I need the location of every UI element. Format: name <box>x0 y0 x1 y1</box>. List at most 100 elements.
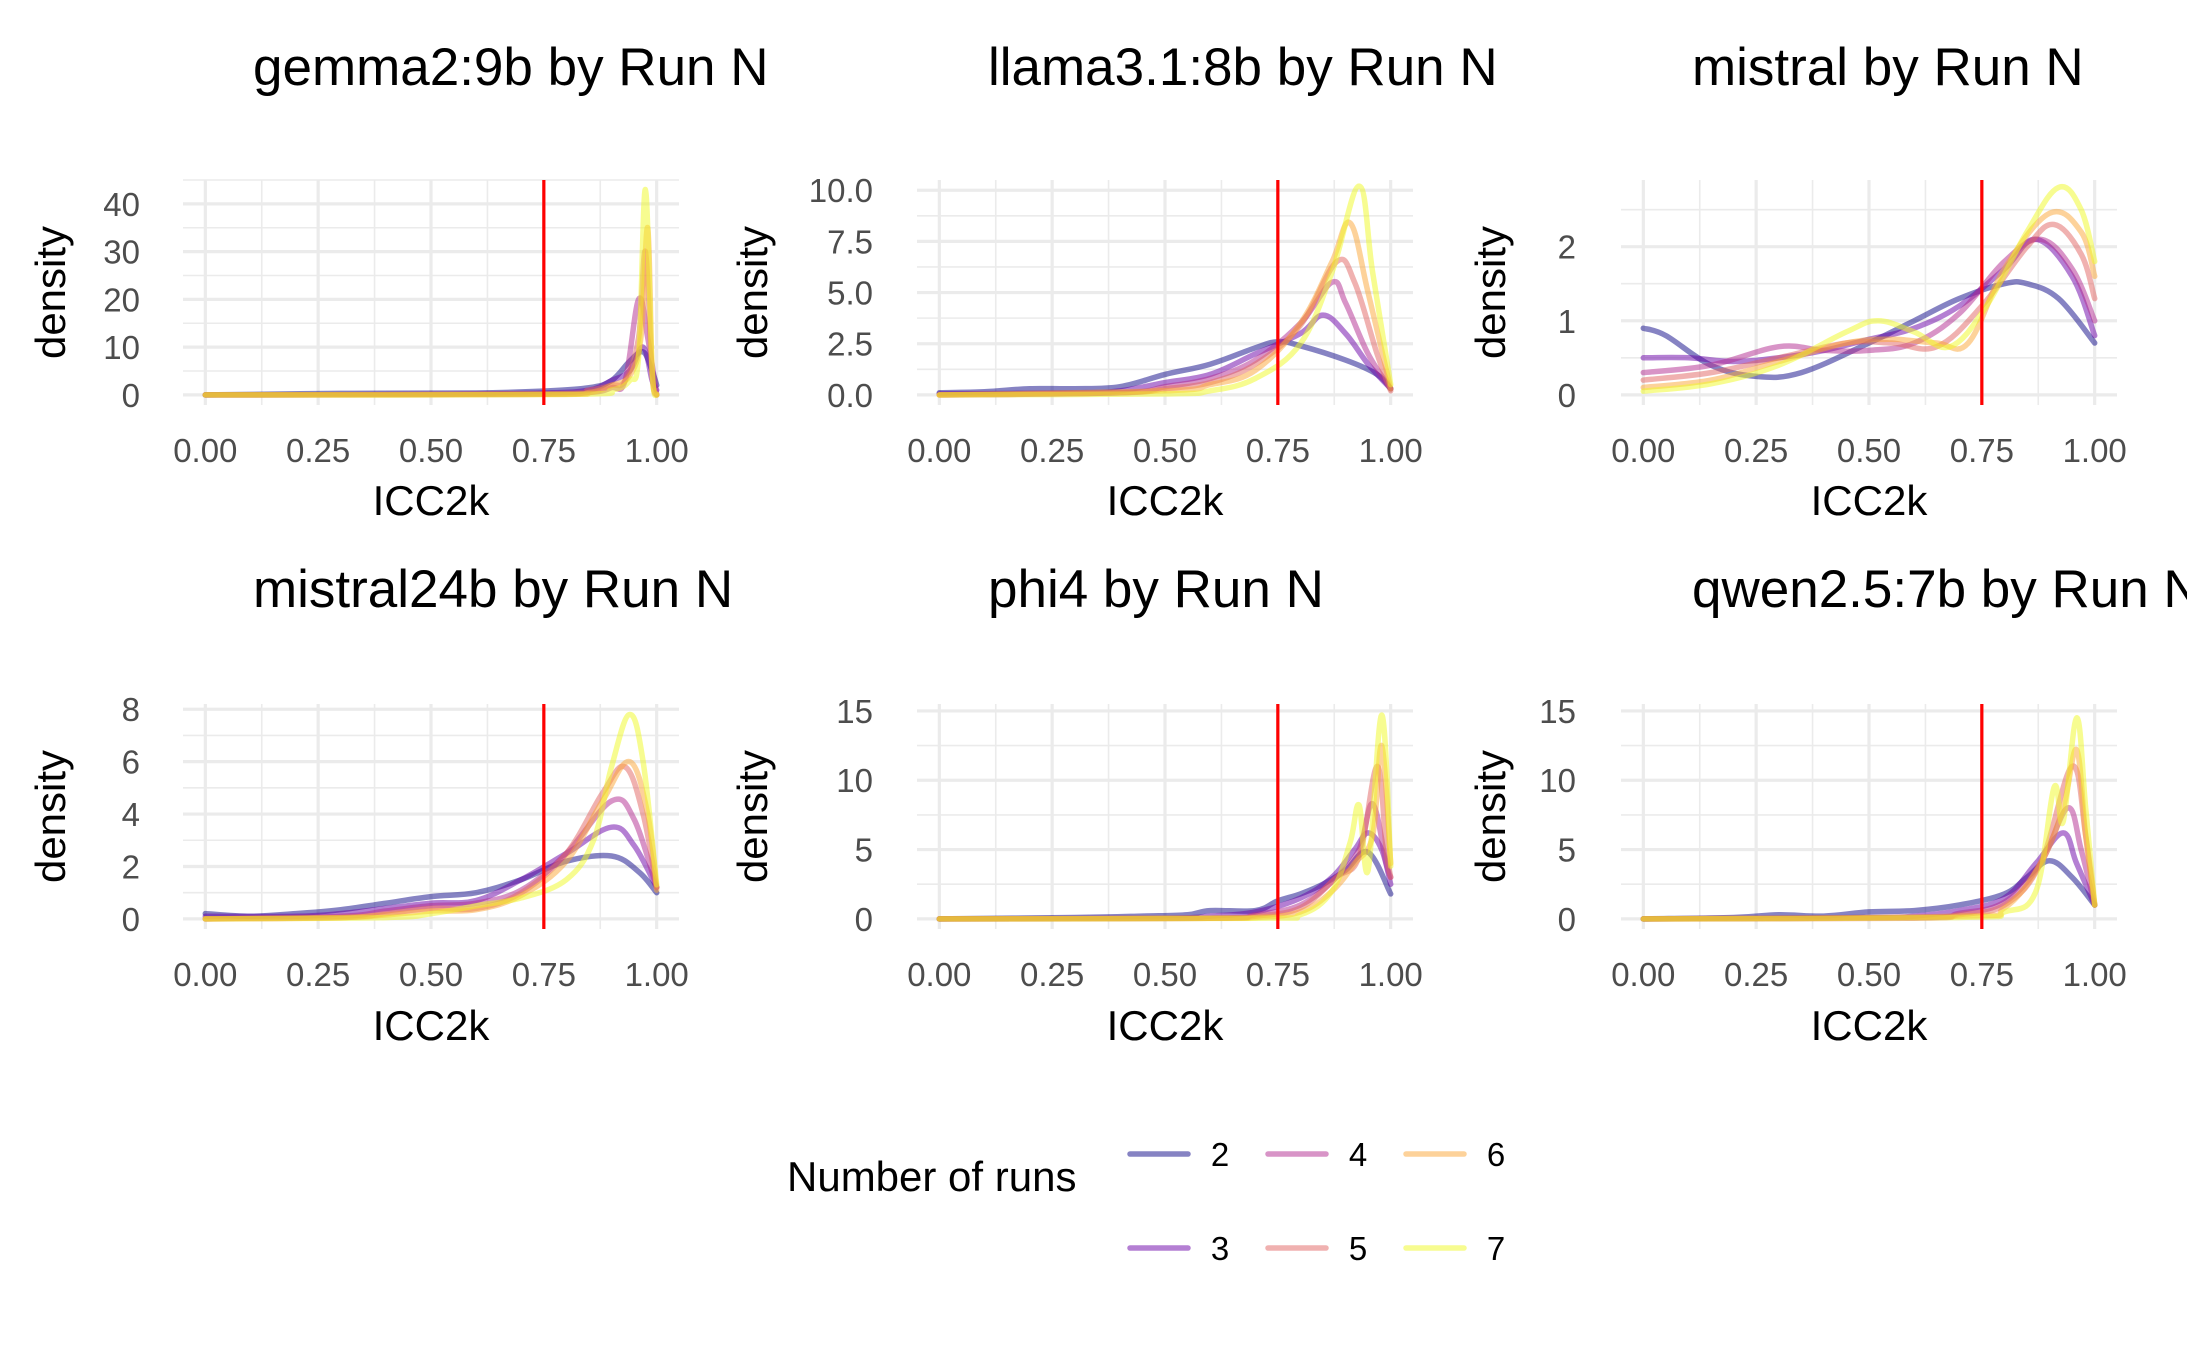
x-tick-label: 1.00 <box>1359 956 1423 993</box>
legend-keys: 2 3 4 5 6 7 <box>1127 1136 1505 1267</box>
panel-title: phi4 by Run N <box>988 560 1324 619</box>
legend-item-5: 5 <box>1265 1230 1367 1267</box>
x-tick-label: 0.75 <box>512 432 576 469</box>
x-axis-title: ICC2k <box>373 1002 491 1049</box>
x-tick-label: 0.00 <box>1611 956 1675 993</box>
y-axis-title: density <box>1467 226 1514 359</box>
legend-key-label: 7 <box>1487 1230 1505 1267</box>
panel-6: qwen2.5:7b by Run N 0.00 0.25 0.50 0.75 1.00 0… <box>1467 560 2187 1049</box>
y-tick-label: 5.0 <box>827 275 873 312</box>
series-line-7 <box>1640 183 2098 394</box>
legend-key-label: 3 <box>1211 1230 1229 1267</box>
x-tick-label: 0.75 <box>1246 432 1310 469</box>
legend-key-label: 4 <box>1349 1136 1367 1173</box>
legend-key-label: 6 <box>1487 1136 1505 1173</box>
y-tick-label: 5 <box>855 832 873 869</box>
y-tick-label: 10 <box>1539 762 1576 799</box>
density-series <box>936 183 1394 398</box>
panel-grid <box>1621 704 2117 929</box>
y-tick-label: 0 <box>122 377 140 414</box>
legend-title: Number of runs <box>787 1153 1076 1200</box>
x-axis-title: ICC2k <box>1811 1002 1929 1049</box>
x-tick-label: 0.50 <box>1133 432 1197 469</box>
series-line-7 <box>936 183 1394 398</box>
x-tick-label: 0.50 <box>1837 432 1901 469</box>
x-tick-label: 0.25 <box>1724 432 1788 469</box>
x-tick-label: 1.00 <box>625 432 689 469</box>
x-tick-label: 0.75 <box>1246 956 1310 993</box>
y-tick-label: 7.5 <box>827 223 873 260</box>
legend-key-label: 2 <box>1211 1136 1229 1173</box>
series-line-7 <box>1640 715 2098 922</box>
x-tick-label: 1.00 <box>625 956 689 993</box>
panel-title: qwen2.5:7b by Run N <box>1692 560 2187 619</box>
x-tick-label: 1.00 <box>1359 432 1423 469</box>
x-tick-label: 0.75 <box>512 956 576 993</box>
y-tick-label: 0 <box>122 901 140 938</box>
panel-3: mistral by Run N 0.00 0.25 0.50 0.75 1.00 0 1 2 I… <box>1467 38 2127 524</box>
x-tick-label: 0.25 <box>286 432 350 469</box>
y-tick-label: 10.0 <box>809 172 873 209</box>
series-line-2 <box>936 338 1394 396</box>
y-tick-label: 5 <box>1558 832 1576 869</box>
series-line-7 <box>202 711 660 922</box>
panel-grid <box>183 179 679 405</box>
panel-4: mistral24b by Run N 0.00 0.25 0.50 0.75 1.00 0… <box>27 560 733 1049</box>
panel-title: mistral by Run N <box>1692 38 2084 97</box>
x-tick-label: 0.50 <box>1133 956 1197 993</box>
panel-title: llama3.1:8b by Run N <box>988 38 1498 97</box>
y-tick-label: 2 <box>1558 229 1576 266</box>
x-tick-label: 0.50 <box>1837 956 1901 993</box>
x-tick-label: 0.00 <box>173 956 237 993</box>
x-tick-label: 0.75 <box>1950 956 2014 993</box>
legend: Number of runs 2 3 4 5 6 7 <box>787 1136 1505 1267</box>
x-tick-label: 1.00 <box>2063 432 2127 469</box>
y-tick-label: 30 <box>103 234 140 271</box>
panels: gemma2:9b by Run N0.00 0.25 0.50 0.75 1.0001… <box>27 38 2187 1049</box>
x-tick-label: 0.50 <box>399 432 463 469</box>
x-tick-label: 0.25 <box>1020 432 1084 469</box>
y-tick-label: 0.0 <box>827 377 873 414</box>
density-series <box>1640 183 2098 394</box>
y-tick-label: 0 <box>1558 377 1576 414</box>
panel-grid <box>1621 180 2117 405</box>
y-tick-label: 10 <box>836 762 873 799</box>
legend-item-2: 2 <box>1127 1136 1229 1173</box>
legend-item-4: 4 <box>1265 1136 1367 1173</box>
x-tick-label: 0.50 <box>399 956 463 993</box>
y-tick-label: 0 <box>1558 901 1576 938</box>
x-tick-label: 0.25 <box>1020 956 1084 993</box>
y-tick-label: 6 <box>122 744 140 781</box>
x-tick-label: 0.00 <box>907 432 971 469</box>
y-axis-title: density <box>27 750 74 883</box>
panel-grid <box>917 704 1413 929</box>
series-line-7 <box>936 712 1394 922</box>
y-axis-title: density <box>729 750 776 883</box>
legend-item-7: 7 <box>1403 1230 1505 1267</box>
legend-item-6: 6 <box>1403 1136 1505 1173</box>
y-tick-label: 15 <box>1539 693 1576 730</box>
x-tick-label: 0.25 <box>286 956 350 993</box>
panel-title: mistral24b by Run N <box>253 560 733 619</box>
x-axis-title: ICC2k <box>1811 477 1929 524</box>
x-tick-label: 0.25 <box>1724 956 1788 993</box>
x-axis-title: ICC2k <box>1107 477 1225 524</box>
x-tick-label: 0.75 <box>1950 432 2014 469</box>
panel-1: gemma2:9b by Run N 0.00 0.25 0.50 0.75 1.00 0 1… <box>27 38 769 524</box>
series-line-6 <box>936 219 1394 398</box>
y-tick-label: 2.5 <box>827 326 873 363</box>
y-axis-title: density <box>27 226 74 359</box>
legend-item-3: 3 <box>1127 1230 1229 1267</box>
y-tick-label: 2 <box>122 848 140 885</box>
y-tick-label: 20 <box>103 281 140 318</box>
density-series <box>202 186 660 398</box>
x-axis-title: ICC2k <box>373 477 491 524</box>
y-tick-label: 8 <box>122 691 140 728</box>
panel-title: gemma2:9b by Run N <box>253 38 769 97</box>
legend-key-label: 5 <box>1349 1230 1367 1267</box>
x-axis-title: ICC2k <box>1107 1002 1225 1049</box>
panel-2: llama3.1:8b by Run N 0.00 0.25 0.50 0.75 1.00… <box>729 38 1498 524</box>
y-tick-label: 10 <box>103 329 140 366</box>
y-tick-label: 15 <box>836 693 873 730</box>
